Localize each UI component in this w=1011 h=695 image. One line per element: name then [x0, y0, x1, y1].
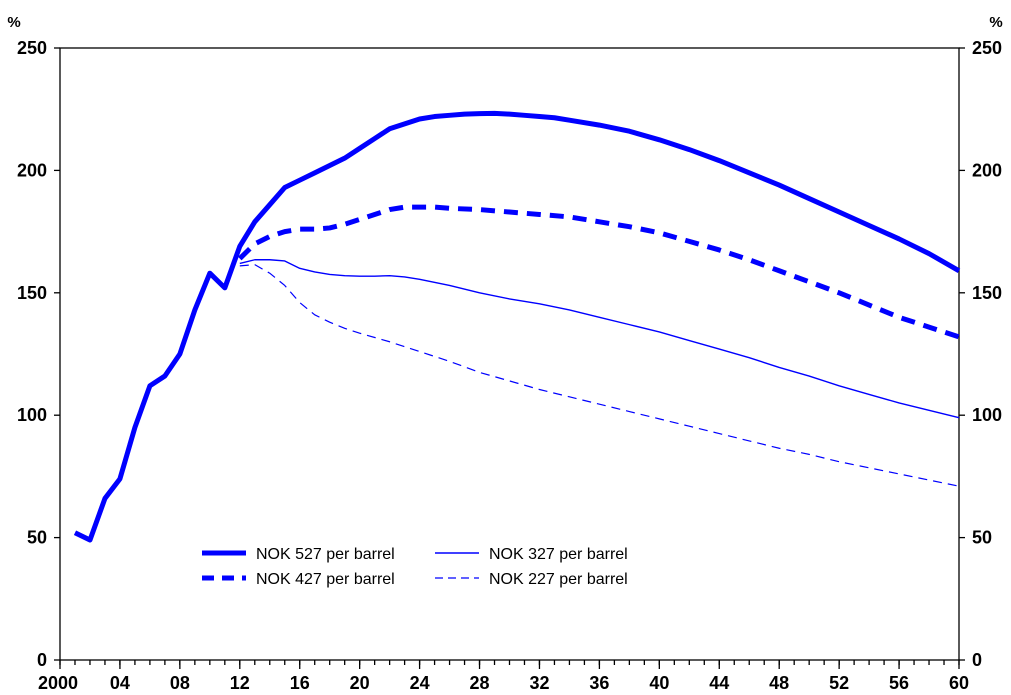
series-layer [73, 110, 961, 543]
legend: NOK 527 per barrel NOK 427 per barrel NOK … [202, 546, 628, 588]
legend-label-nok-427-per-barrel: NOK 427 per barrel [256, 571, 395, 588]
series-line-nok-527-per-barrel [73, 110, 961, 543]
x-tick-label: 36 [589, 673, 609, 693]
left-axis-unit: % [7, 14, 20, 31]
legend-label-nok-227-per-barrel: NOK 227 per barrel [489, 571, 628, 588]
x-tick-label: 44 [709, 673, 729, 693]
x-tick-label: 16 [290, 673, 310, 693]
legend-label-nok-527-per-barrel: NOK 527 per barrel [256, 546, 395, 563]
x-tick-label: 04 [110, 673, 130, 693]
left-y-tick-label: 250 [17, 38, 47, 58]
x-tick-label: 48 [769, 673, 789, 693]
x-tick-label: 56 [889, 673, 909, 693]
x-tick-label: 60 [949, 673, 969, 693]
right-y-tick-label: 0 [972, 650, 982, 670]
x-tick-label: 20 [350, 673, 370, 693]
x-tick-label: 52 [829, 673, 849, 693]
left-y-tick-label: 50 [27, 528, 47, 548]
right-y-tick-label: 200 [972, 160, 1002, 180]
series-line-nok-327-per-barrel [239, 259, 960, 419]
x-tick-label: 12 [230, 673, 250, 693]
left-y-tick-label: 100 [17, 405, 47, 425]
series-line-nok-227-per-barrel [239, 264, 960, 487]
left-y-tick-label: 200 [17, 160, 47, 180]
x-tick-label: 32 [529, 673, 549, 693]
left-y-tick-label: 0 [37, 650, 47, 670]
x-tick-label: 08 [170, 673, 190, 693]
legend-label-nok-327-per-barrel: NOK 327 per barrel [489, 546, 628, 563]
left-y-tick-label: 150 [17, 283, 47, 303]
x-tick-label: 28 [470, 673, 490, 693]
right-y-tick-label: 50 [972, 528, 992, 548]
x-tick-label: 40 [649, 673, 669, 693]
plot-border [59, 47, 960, 661]
right-axis-unit: % [989, 14, 1002, 31]
right-y-tick-label: 150 [972, 283, 1002, 303]
right-y-tick-label: 100 [972, 405, 1002, 425]
plot-frame: 0 0 50 50 100 100 150 150 200 200 250 250 2000 04 08 12… [17, 38, 1002, 693]
right-y-tick-label: 250 [972, 38, 1002, 58]
x-tick-label: 24 [410, 673, 430, 693]
x-tick-label: 2000 [38, 673, 78, 693]
series-line-nok-427-per-barrel [238, 204, 960, 340]
